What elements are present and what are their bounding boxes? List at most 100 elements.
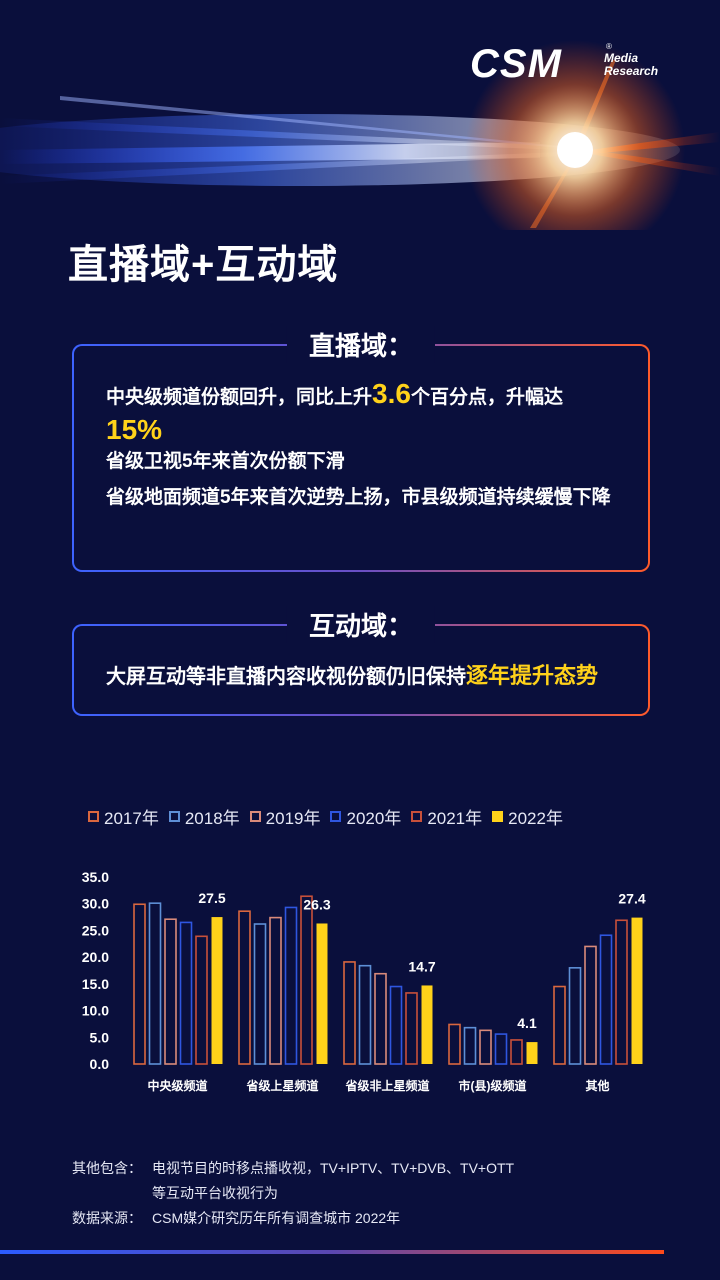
live-domain-line3: 省级地面频道5年来首次逆势上扬，市县级频道持续缓慢下降 [106,487,611,508]
legend-label: 2018年 [184,809,240,828]
note-source: 数据来源： CSM媒介研究历年所有调查城市 2022年 [72,1206,514,1231]
x-category-label: 中央级频道 [147,1078,207,1093]
legend-swatch [249,811,261,822]
y-tick-label: 30.0 [82,896,109,912]
bar-4-0 [553,985,566,1065]
data-label: 4.1 [517,1015,537,1031]
bar-3-3 [494,1033,508,1065]
bar-0-3 [179,921,193,1065]
bar-3-2 [479,1029,492,1065]
live-domain-panel: 直播域： 中央级频道份额回升，同比上升3.6个百分点，升幅达 15% 省级卫视5年… [72,326,650,572]
note-other-text-1: 电视节目的时移点播收视，TV+IPTV、TV+DVB、TV+OTT [152,1160,515,1176]
x-category-label: 其他 [585,1078,609,1093]
x-category-label: 省级非上星频道 [344,1078,429,1093]
x-category-label: 省级上星频道 [245,1078,318,1093]
note-other-label: 其他包含： [72,1160,142,1176]
interactive-domain-title: 互动域： [286,606,436,643]
footnotes: 其他包含： 电视节目的时移点播收视，TV+IPTV、TV+DVB、TV+OTT … [72,1156,514,1231]
y-tick-label: 15.0 [82,976,109,992]
note-source-text: CSM媒介研究历年所有调查城市 2022年 [152,1210,401,1226]
bar-0-0 [133,903,146,1065]
bar-4-1 [568,967,582,1065]
note-other-cont: 等互动平台收视行为 [72,1181,514,1206]
live-domain-line2: 省级卫视5年来首次份额下滑 [106,451,345,472]
bar-1-0 [238,910,251,1065]
bar-2-1 [358,964,372,1065]
csm-logo: CSM ® Media Research [470,42,670,90]
y-tick-label: 10.0 [82,1003,109,1019]
data-label: 14.7 [408,958,435,974]
bar-2-0 [343,961,356,1065]
y-tick-label: 0.0 [90,1056,110,1072]
bar-3-0 [448,1023,461,1065]
live-domain-title: 直播域： [286,326,436,363]
data-label: 26.3 [303,896,330,912]
bar-2-2 [374,972,387,1065]
bar-1-5 [316,923,328,1064]
logo-brand: CSM [470,42,562,86]
bar-4-5 [631,917,643,1064]
bar-0-1 [148,902,162,1065]
live-line1-text-b: 个百分点，升幅达 [410,387,563,408]
bottom-gradient-bar [0,1250,664,1254]
legend-item-3: 2020年 [330,804,401,829]
legend-swatch [411,811,423,822]
bar-0-2 [164,918,177,1065]
interactive-domain-text: 大屏互动等非直播内容收视份额仍旧保持逐年提升态势 [106,660,620,693]
y-tick-label: 25.0 [82,922,109,938]
bar-2-5 [421,985,433,1064]
legend-item-4: 2021年 [411,804,482,829]
bar-4-4 [615,919,628,1065]
legend-label: 2022年 [508,809,563,828]
data-label: 27.5 [198,890,225,906]
live-line1-text-a: 中央级频道份额回升，同比上升 [106,387,373,408]
bar-2-3 [389,985,403,1065]
bar-1-2 [269,916,282,1065]
note-source-label: 数据来源： [72,1210,142,1226]
y-tick-label: 5.0 [90,1029,110,1045]
x-category-label: 市(县)级频道 [459,1078,527,1093]
note-other: 其他包含： 电视节目的时移点播收视，TV+IPTV、TV+DVB、TV+OTT [72,1156,514,1181]
logo-subtitle: Media Research [604,52,658,78]
live-line1-percent: 15% [106,414,163,445]
legend-swatch [330,811,342,822]
bar-3-5 [526,1042,538,1064]
interactive-text-highlight: 逐年提升态势 [466,663,599,688]
interactive-text-a: 大屏互动等非直播内容收视份额仍旧保持 [106,666,466,688]
hero-banner [0,0,720,230]
light-streak-graphic [0,0,720,230]
note-other-text-2: 等互动平台收视行为 [152,1185,278,1201]
bar-1-4 [300,895,313,1065]
legend-label: 2019年 [265,809,321,828]
bar-3-4 [510,1039,523,1065]
data-label: 27.4 [618,891,645,907]
legend-item-1: 2018年 [168,804,240,829]
legend-item-2: 2019年 [249,804,321,829]
logo-subtitle-line1: Media [604,51,639,65]
bar-1-1 [253,923,267,1065]
legend-label: 2021年 [427,809,483,828]
bar-1-3 [284,906,298,1065]
bar-0-5 [211,917,223,1064]
bar-2-4 [405,992,418,1065]
logo-registered-mark: ® [606,42,612,51]
y-tick-label: 20.0 [82,949,109,965]
legend-label: 2017年 [104,809,159,828]
chart-legend: 2017年 2018年 2019年 2020年 2021年 2022年 [88,804,563,829]
bar-chart: 0.0 5.0 10.0 15.0 20.0 25.0 30.0 35.0 27.5 中央级频道 2… [82,869,646,1093]
legend-swatch [88,811,99,822]
live-domain-line1: 中央级频道份额回升，同比上升3.6个百分点，升幅达 15% [106,378,620,450]
bar-4-2 [584,945,597,1065]
page-title: 直播域+互动域 [68,243,339,287]
legend-swatch [168,811,180,822]
legend-swatch [492,811,504,822]
legend-label: 2020年 [346,809,402,828]
y-tick-label: 35.0 [82,869,109,885]
logo-subtitle-line2: Research [604,64,659,78]
live-line1-number: 3.6 [372,378,411,409]
bar-4-3 [599,934,613,1065]
interactive-domain-panel: 互动域： 大屏互动等非直播内容收视份额仍旧保持逐年提升态势 [72,606,650,716]
legend-item-0: 2017年 [88,804,159,829]
legend-item-5: 2022年 [492,804,563,829]
bar-0-4 [195,935,208,1065]
